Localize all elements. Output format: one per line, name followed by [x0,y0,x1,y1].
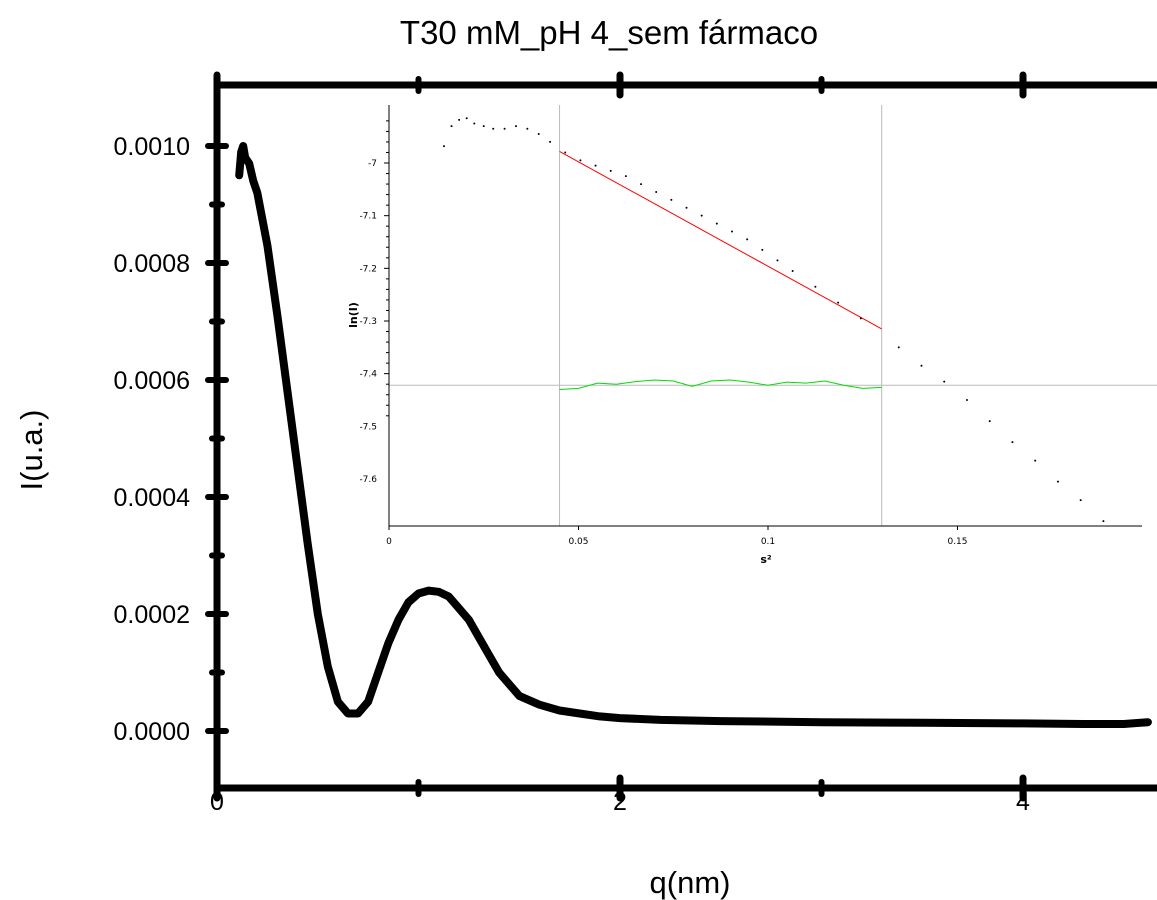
inset-data-point [465,117,468,120]
inset-data-point [482,125,485,128]
chart-title: T30 mM_pH 4_sem fármaco [400,14,818,51]
inset-y-axis-label: ln(I) [347,302,360,328]
inset-data-point [988,420,991,423]
inset-data-point [1011,441,1014,444]
inset-y-tick-label: -7.3 [359,317,377,327]
inset-y-tick-label: -7.2 [359,264,377,274]
inset-data-point [685,206,688,209]
y-tick-label: 0.0008 [114,250,190,278]
x-tick-label: 4 [1016,788,1030,816]
inset-y-tick-label: -7 [368,159,377,169]
inset-data-point [594,164,597,167]
inset-background [345,100,1157,575]
inset-data-point [1079,499,1082,502]
inset-data-point [514,125,517,128]
inset-data-point [943,380,946,383]
inset-data-point [492,127,495,130]
inset-x-tick-label: 0.05 [568,537,588,547]
inset-data-point [1102,520,1105,523]
inset-data-point [503,127,506,130]
y-tick-label: 0.0002 [114,601,190,629]
inset-x-axis-label: s² [760,553,772,566]
inset-data-point [859,317,862,320]
inset-data-point [761,248,764,251]
inset-data-point [746,238,749,241]
x-tick-label: 2 [613,788,627,816]
inset-y-tick-label: -7.6 [359,475,377,485]
y-tick-label: 0.0004 [114,484,191,512]
inset-data-point [579,159,582,162]
inset-y-tick-label: -7.4 [359,370,377,380]
inset-plot: 0 0.05 0.1 0.15 -7 -7.1 -7.2 -7.3 -7.4 -7.5 -7.6 [345,100,1157,575]
x-tick-label: 0 [210,788,224,816]
inset-data-point [655,190,658,193]
inset-data-point [897,346,900,349]
residual-curve [559,379,882,390]
inset-data-point [458,118,461,121]
inset-x-tick-label: 0.15 [947,537,967,547]
inset-data-point [700,214,703,217]
data-series-line [235,142,1152,728]
inset-data-point [526,127,529,130]
y-axis-label: I(u.a.) [14,410,49,491]
inset-data-point [837,301,840,304]
inset-data-point [814,285,817,288]
inset-data-point [670,198,673,201]
inset-data-point [791,269,794,272]
inset-data-point [564,151,567,154]
inset-data-point [715,222,718,225]
inset-data-point [776,259,779,262]
inset-data-point [549,140,552,143]
inset-data-point [537,133,540,136]
inset-data-point [920,364,923,367]
inset-y-tick-label: -7.5 [359,422,377,432]
y-tick-label: 0.0006 [114,367,190,395]
inset-data-point [450,125,453,128]
inset-data-point [442,145,445,148]
inset-data-point [1034,459,1037,462]
inset-data-point [730,230,733,233]
inset-data-point [1056,480,1059,483]
y-tick-label: 0.0010 [114,133,190,161]
inset-x-tick-label: 0.1 [761,537,775,547]
inset-data-point [609,169,612,172]
inset-y-tick-label: -7.1 [359,212,377,222]
inset-x-tick-label: 0 [386,537,392,547]
inset-data-point [473,122,476,125]
inset-data-point [640,183,643,186]
main-plot: 0 2 4 0.0000 0.0002 0.0004 0.0006 0.0008 0.0010 [114,71,1157,816]
guinier-fit-line [559,150,882,330]
x-axis-label: q(nm) [650,865,731,900]
inset-data-point [965,399,968,401]
y-tick-label: 0.0000 [114,718,190,746]
inset-data-point [624,175,627,178]
